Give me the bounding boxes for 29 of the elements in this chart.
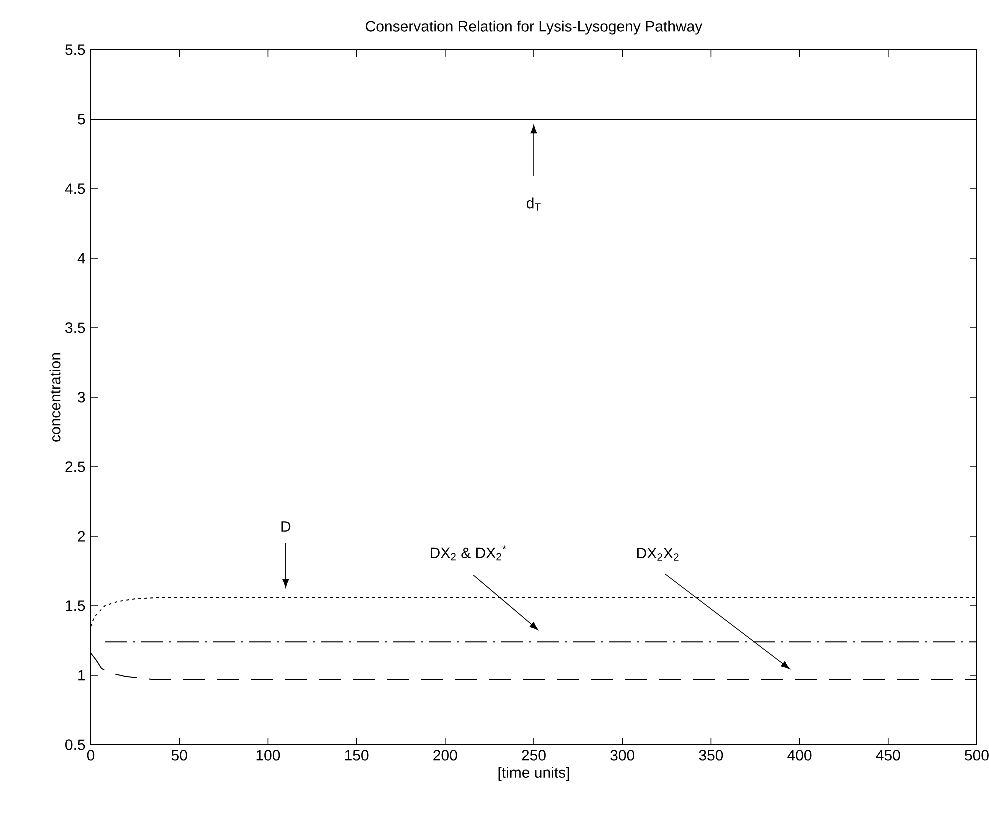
x-tick-label: 100 [256, 750, 280, 761]
y-tick-label: 2.5 [66, 462, 86, 472]
y-tick-label: 1 [78, 670, 86, 681]
y-tick-label: 4.5 [65, 184, 86, 194]
chart-title: Conservation Relation for Lysis-Lysogeny Pathway [366, 20, 703, 35]
y-tick-label: 5.5 [66, 44, 86, 56]
annotation: D [282, 522, 291, 532]
x-tick-label: 200 [434, 750, 458, 761]
annotation: d$_{T}$ [527, 198, 541, 211]
y-tick-label: 3 [78, 392, 86, 403]
y-tick-label: 2 [78, 531, 86, 542]
x-tick-label: 500 [965, 750, 989, 761]
x-tick-label: 300 [610, 750, 635, 761]
y-tick-label: 1.5 [66, 600, 86, 612]
y-tick-label: 0.5 [66, 740, 86, 750]
x-tick-label: 450 [876, 750, 900, 761]
x-tick-label: 0 [87, 750, 95, 761]
y-tick-label: 3.5 [66, 322, 86, 334]
y-tick-label: 5 [78, 114, 86, 125]
x-axis-title: [time units] [498, 767, 570, 781]
x-tick-label: 400 [788, 750, 812, 761]
x-tick-label: 50 [172, 750, 188, 761]
y-tick-label: 4 [78, 253, 86, 264]
x-tick-label: 250 [522, 750, 546, 761]
annotation: DX$_{2}$X$_{2}$ [638, 548, 679, 561]
annotation: DX$_{2}$ & DX$_{2}$* [431, 546, 506, 561]
x-tick-label: 350 [699, 750, 724, 761]
y-axis-title: concentration [50, 353, 61, 442]
x-tick-label: 150 [345, 750, 369, 761]
